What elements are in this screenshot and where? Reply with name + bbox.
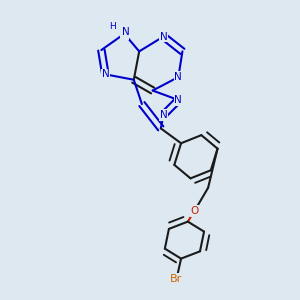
Text: O: O (190, 206, 199, 216)
Text: H: H (110, 22, 116, 31)
Text: N: N (160, 32, 167, 41)
Text: N: N (101, 69, 109, 79)
Text: Br: Br (170, 274, 183, 284)
Text: N: N (175, 95, 182, 105)
Text: N: N (175, 72, 182, 82)
Text: N: N (122, 28, 130, 38)
Text: N: N (160, 110, 167, 120)
Text: N: N (121, 29, 128, 39)
